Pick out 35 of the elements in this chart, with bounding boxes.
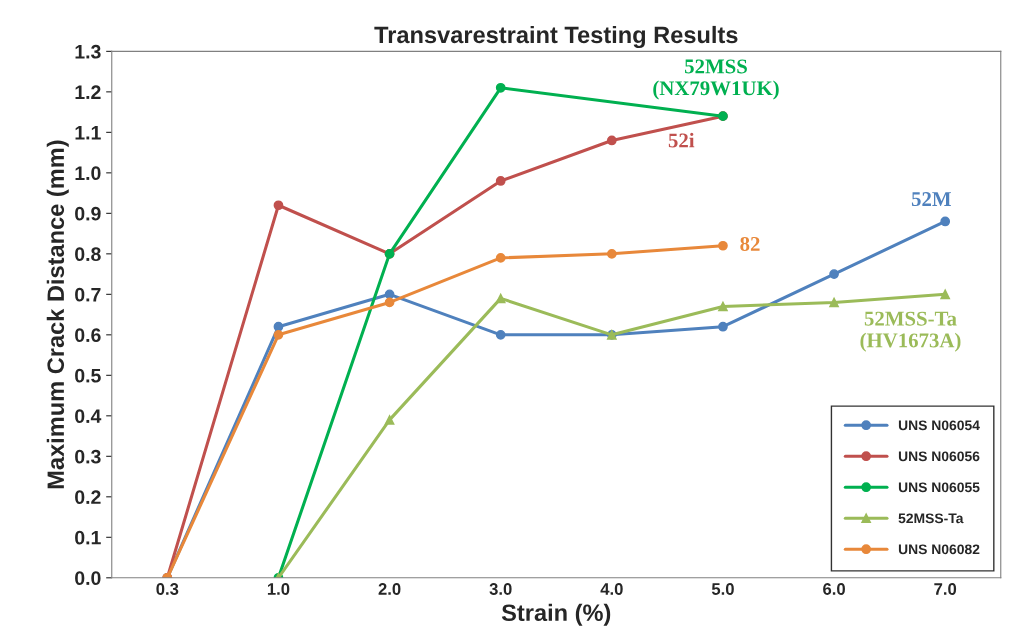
chart-title: Transvarestraint Testing Results [374, 25, 738, 49]
x-axis-title: Strain (%) [501, 603, 611, 626]
annotation: 82 [740, 236, 760, 251]
x-tick-label: 1.0 [267, 583, 290, 595]
x-tick-label: 4.0 [600, 583, 623, 595]
x-tick-label: 6.0 [823, 583, 845, 595]
legend-label: UNS N06054 [898, 420, 980, 431]
annotation: 52i [668, 132, 695, 148]
x-tick-label: 2.0 [378, 583, 401, 595]
legend-label: UNS N06082 [898, 544, 980, 555]
y-tick-label: 1.0 [75, 166, 101, 181]
y-tick-label: 0.4 [75, 409, 102, 424]
x-tick-label: 3.0 [489, 583, 512, 595]
annotation: 52MSS-Ta (HV1673A) [860, 311, 961, 352]
y-tick-label: 0.3 [75, 449, 101, 464]
y-tick-label: 0.9 [75, 206, 101, 221]
y-tick-label: 0.6 [75, 328, 101, 343]
y-axis-title: Maximum Crack Distance (mm) [46, 140, 69, 489]
annotation: 52M [911, 192, 951, 207]
annotation: 52MSS (NX79W1UK) [653, 59, 779, 100]
y-tick-label: 0.2 [75, 490, 101, 505]
legend-label: 52MSS-Ta [898, 513, 964, 524]
y-tick-label: 1.1 [75, 126, 101, 140]
y-tick-label: 0.0 [75, 571, 101, 586]
x-tick-label: 7.0 [934, 583, 957, 595]
y-tick-label: 1.2 [75, 85, 101, 99]
y-tick-label: 0.8 [75, 247, 101, 262]
y-tick-label: 0.1 [75, 530, 101, 545]
legend-label: UNS N06055 [898, 482, 980, 493]
y-tick-label: 1.3 [75, 44, 101, 59]
x-tick-label: 5.0 [711, 583, 734, 595]
x-tick-label: 0.3 [156, 583, 179, 595]
y-tick-label: 0.7 [75, 287, 101, 302]
legend-label: UNS N06056 [898, 451, 980, 462]
y-tick-label: 0.5 [75, 368, 101, 383]
